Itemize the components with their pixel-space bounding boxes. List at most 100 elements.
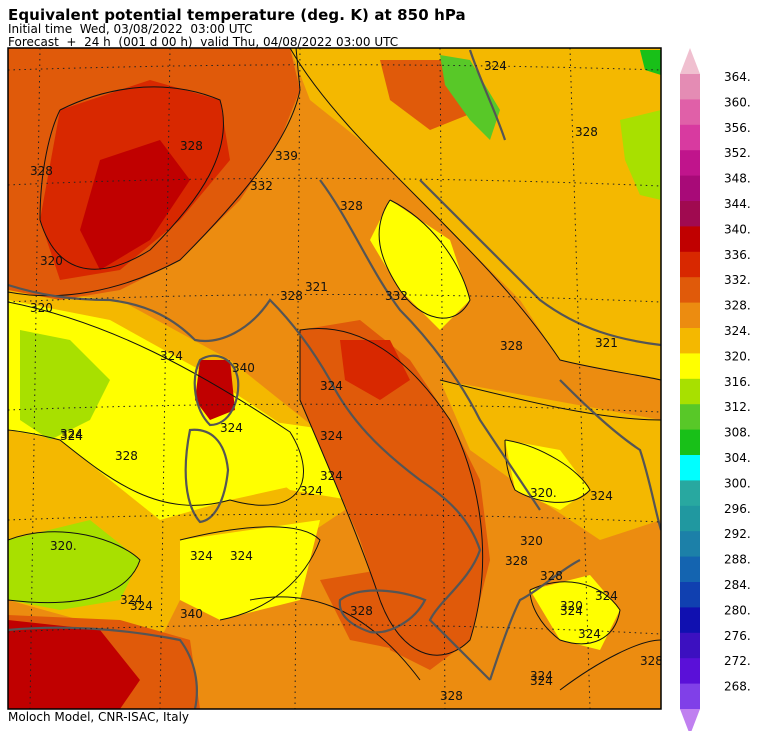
colorbar-swatch bbox=[680, 74, 700, 100]
contour-label: 324 bbox=[530, 669, 553, 683]
contour-label: 320. bbox=[530, 486, 557, 500]
contour-label: 324 bbox=[484, 59, 507, 73]
colorbar-swatch bbox=[680, 150, 700, 177]
field-340-france bbox=[80, 140, 190, 270]
colorbar-level-label: 300. bbox=[724, 476, 751, 490]
contour-label: 324 bbox=[320, 379, 343, 393]
contour-label: 324 bbox=[190, 549, 213, 563]
contour-label: 324 bbox=[220, 421, 243, 435]
colorbar-swatch bbox=[680, 251, 700, 278]
colorbar-swatch bbox=[680, 328, 700, 354]
colorbar-level-label: 360. bbox=[724, 95, 751, 109]
colorbar-level-label: 356. bbox=[724, 121, 751, 135]
colorbar-swatch bbox=[680, 353, 700, 380]
contour-label: 320 bbox=[30, 301, 53, 315]
forecast-time: Forecast + 24 h (001 d 00 h) valid Thu, … bbox=[8, 35, 399, 49]
contour-label: 324 bbox=[595, 589, 618, 603]
colorbar-swatch bbox=[680, 175, 700, 202]
contour-label: 328 bbox=[280, 289, 303, 303]
model-credit: Moloch Model, CNR-ISAC, Italy bbox=[8, 710, 190, 724]
contour-label: 328 bbox=[340, 199, 363, 213]
map-title: Equivalent potential temperature (deg. K… bbox=[8, 6, 466, 24]
contour-label: 328 bbox=[505, 554, 528, 568]
colorbar-level-label: 308. bbox=[724, 426, 751, 440]
field-320-west bbox=[8, 300, 320, 520]
contour-label: 328 bbox=[115, 449, 138, 463]
colorbar-swatch bbox=[680, 531, 700, 558]
colorbar-level-label: 340. bbox=[724, 222, 751, 236]
initial-time: Initial time Wed, 03/08/2022 03:00 UTC bbox=[8, 22, 253, 36]
field-312-alps bbox=[440, 55, 500, 140]
colorbar-swatch bbox=[680, 658, 700, 685]
colorbar-labels: 364. 360. 356. 352. 348. 344. 340. 336. 332. 328.… bbox=[724, 70, 751, 694]
contour-label: 328 bbox=[180, 139, 203, 153]
contour-label: 324 bbox=[590, 489, 613, 503]
field-312-corner bbox=[640, 50, 661, 75]
colorbar-swatch bbox=[680, 226, 700, 253]
contour-lines bbox=[8, 48, 661, 691]
colorbar-swatch bbox=[680, 582, 700, 608]
contour-label: 324 bbox=[120, 593, 143, 607]
contour-label: 320 bbox=[520, 534, 543, 548]
field-316-northeast bbox=[620, 110, 661, 200]
colorbar-swatch bbox=[680, 556, 700, 583]
colorbar-level-label: 268. bbox=[724, 680, 751, 694]
field-316-southwest bbox=[8, 520, 140, 610]
colorbar-level-label: 276. bbox=[724, 629, 751, 643]
colorbar-swatch bbox=[680, 99, 700, 126]
colorbar-swatch bbox=[680, 378, 700, 405]
colorbar-level-label: 288. bbox=[724, 553, 751, 567]
contour-label: 324 bbox=[230, 549, 253, 563]
colorbar-swatch bbox=[680, 607, 700, 634]
field-320-po-valley bbox=[370, 200, 470, 330]
colorbar-swatch bbox=[680, 429, 700, 456]
field-316-west bbox=[20, 330, 110, 440]
colorbar-level-label: 332. bbox=[724, 273, 751, 287]
contour-label: 339 bbox=[275, 149, 298, 163]
colorbar-swatch bbox=[680, 124, 700, 151]
field-320-adriatic bbox=[505, 440, 590, 510]
contour-label: 324 bbox=[160, 349, 183, 363]
contour-label: 328 bbox=[350, 604, 373, 618]
colorbar-swatch bbox=[680, 404, 700, 431]
field-324-north bbox=[290, 48, 661, 380]
contour-label: 324 bbox=[320, 429, 343, 443]
colorbar-level-label: 284. bbox=[724, 578, 751, 592]
field-320-south bbox=[180, 520, 320, 620]
contour-label: 328 bbox=[575, 125, 598, 139]
colorbar-level-label: 324. bbox=[724, 324, 751, 338]
contour-label: 332 bbox=[250, 179, 273, 193]
colorbar-swatch bbox=[680, 302, 700, 329]
colorbar-level-label: 312. bbox=[724, 400, 751, 414]
field-340-sardinia bbox=[195, 360, 235, 420]
colorbar-level-label: 344. bbox=[724, 197, 751, 211]
colorbar-bottom-arrow bbox=[680, 709, 700, 731]
colorbar-swatch bbox=[680, 201, 700, 227]
colorbar-level-label: 280. bbox=[724, 603, 751, 617]
colorbar-swatch bbox=[680, 480, 700, 507]
contour-label: 320 bbox=[40, 254, 63, 268]
colorbar-swatch bbox=[680, 632, 700, 659]
colorbar-swatch bbox=[680, 277, 700, 304]
map-frame bbox=[7, 47, 662, 710]
colorbar-level-label: 316. bbox=[724, 375, 751, 389]
contour-label: 340 bbox=[232, 361, 255, 375]
lat-lon-grid bbox=[8, 48, 661, 709]
contour-label: 324 bbox=[320, 469, 343, 483]
contour-label: 324 bbox=[578, 627, 601, 641]
colorbar-level-label: 304. bbox=[724, 451, 751, 465]
colorbar-level-label: 336. bbox=[724, 248, 751, 262]
colorbar-top-arrow bbox=[680, 48, 700, 74]
contour-label: 324 bbox=[130, 599, 153, 613]
contour-label: 328 bbox=[640, 654, 663, 668]
colorbar-swatch bbox=[680, 505, 700, 532]
contour-label: 320. bbox=[50, 539, 77, 553]
colorbar-level-label: 352. bbox=[724, 146, 751, 160]
contour-label: 321 bbox=[305, 280, 328, 294]
colorbar-level-label: 292. bbox=[724, 527, 751, 541]
contour-label: 332 bbox=[385, 289, 408, 303]
colorbar-level-label: 296. bbox=[724, 502, 751, 516]
colorbar-swatches bbox=[680, 48, 700, 731]
